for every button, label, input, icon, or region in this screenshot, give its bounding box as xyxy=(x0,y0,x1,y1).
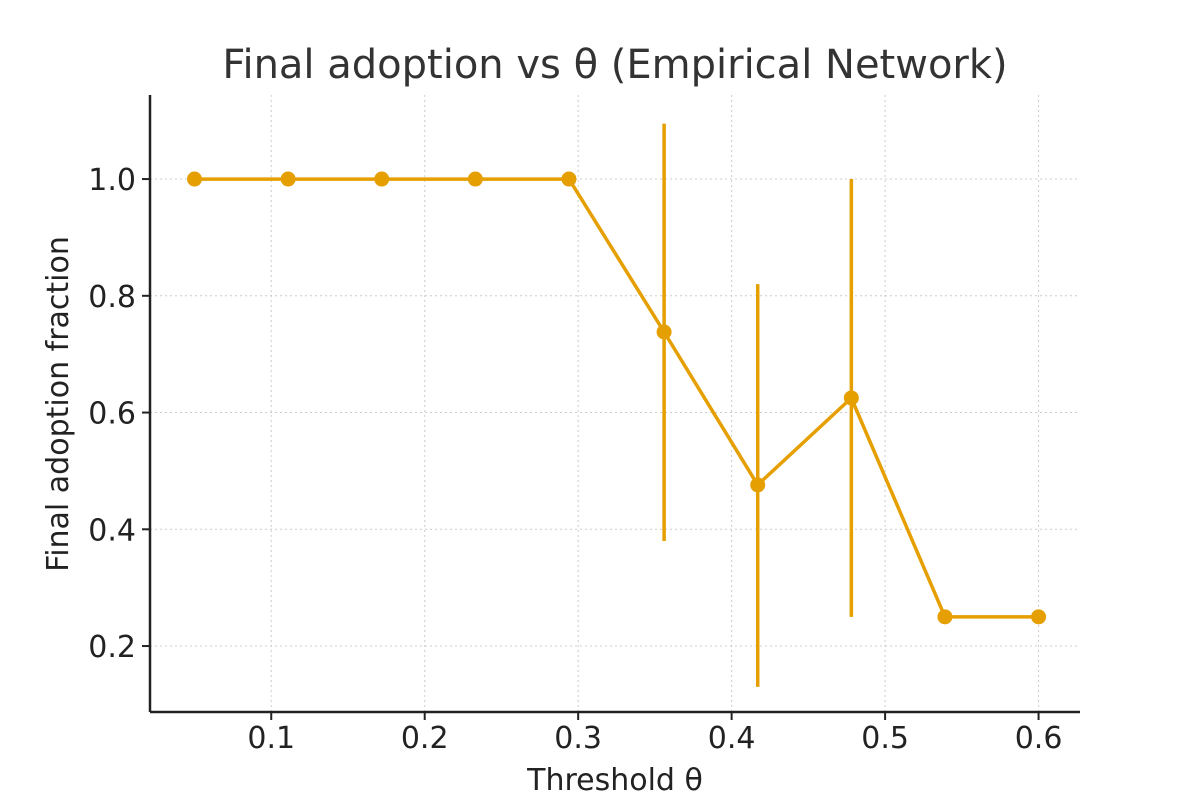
data-point-7 xyxy=(843,390,859,406)
data-point-0 xyxy=(187,171,203,187)
data-point-3 xyxy=(467,171,483,187)
y-tick-label-0: 0.2 xyxy=(88,630,136,665)
data-point-4 xyxy=(561,171,577,187)
data-point-8 xyxy=(937,609,953,625)
data-point-5 xyxy=(656,324,672,340)
data-point-1 xyxy=(280,171,296,187)
data-point-9 xyxy=(1031,609,1047,625)
chart-title: Final adoption vs θ (Empirical Network) xyxy=(222,42,1007,88)
x-tick-label-2: 0.3 xyxy=(554,721,602,756)
series-line xyxy=(194,177,1039,619)
y-tick-label-2: 0.6 xyxy=(88,397,136,432)
x-ticks: 0.1 0.2 0.3 0.4 0.5 0.6 xyxy=(247,712,1062,756)
data-point-6 xyxy=(750,477,766,493)
y-ticks: 0.2 0.4 0.6 0.8 1.0 xyxy=(88,163,150,665)
y-tick-label-1: 0.4 xyxy=(88,513,136,548)
x-axis-label: Threshold θ xyxy=(526,763,703,798)
x-tick-label-0: 0.1 xyxy=(247,721,295,756)
y-axis-label: Final adoption fraction xyxy=(41,236,76,572)
data-points xyxy=(187,171,1047,625)
x-tick-label-3: 0.4 xyxy=(708,721,756,756)
y-tick-label-4: 1.0 xyxy=(88,163,136,198)
y-tick-label-3: 0.8 xyxy=(88,280,136,315)
x-tick-label-5: 0.6 xyxy=(1015,721,1063,756)
error-bars xyxy=(662,123,854,687)
axes xyxy=(148,95,1080,714)
series-line-group xyxy=(194,177,1039,619)
data-point-2 xyxy=(374,171,390,187)
x-tick-label-4: 0.5 xyxy=(861,721,909,756)
x-tick-label-1: 0.2 xyxy=(401,721,449,756)
